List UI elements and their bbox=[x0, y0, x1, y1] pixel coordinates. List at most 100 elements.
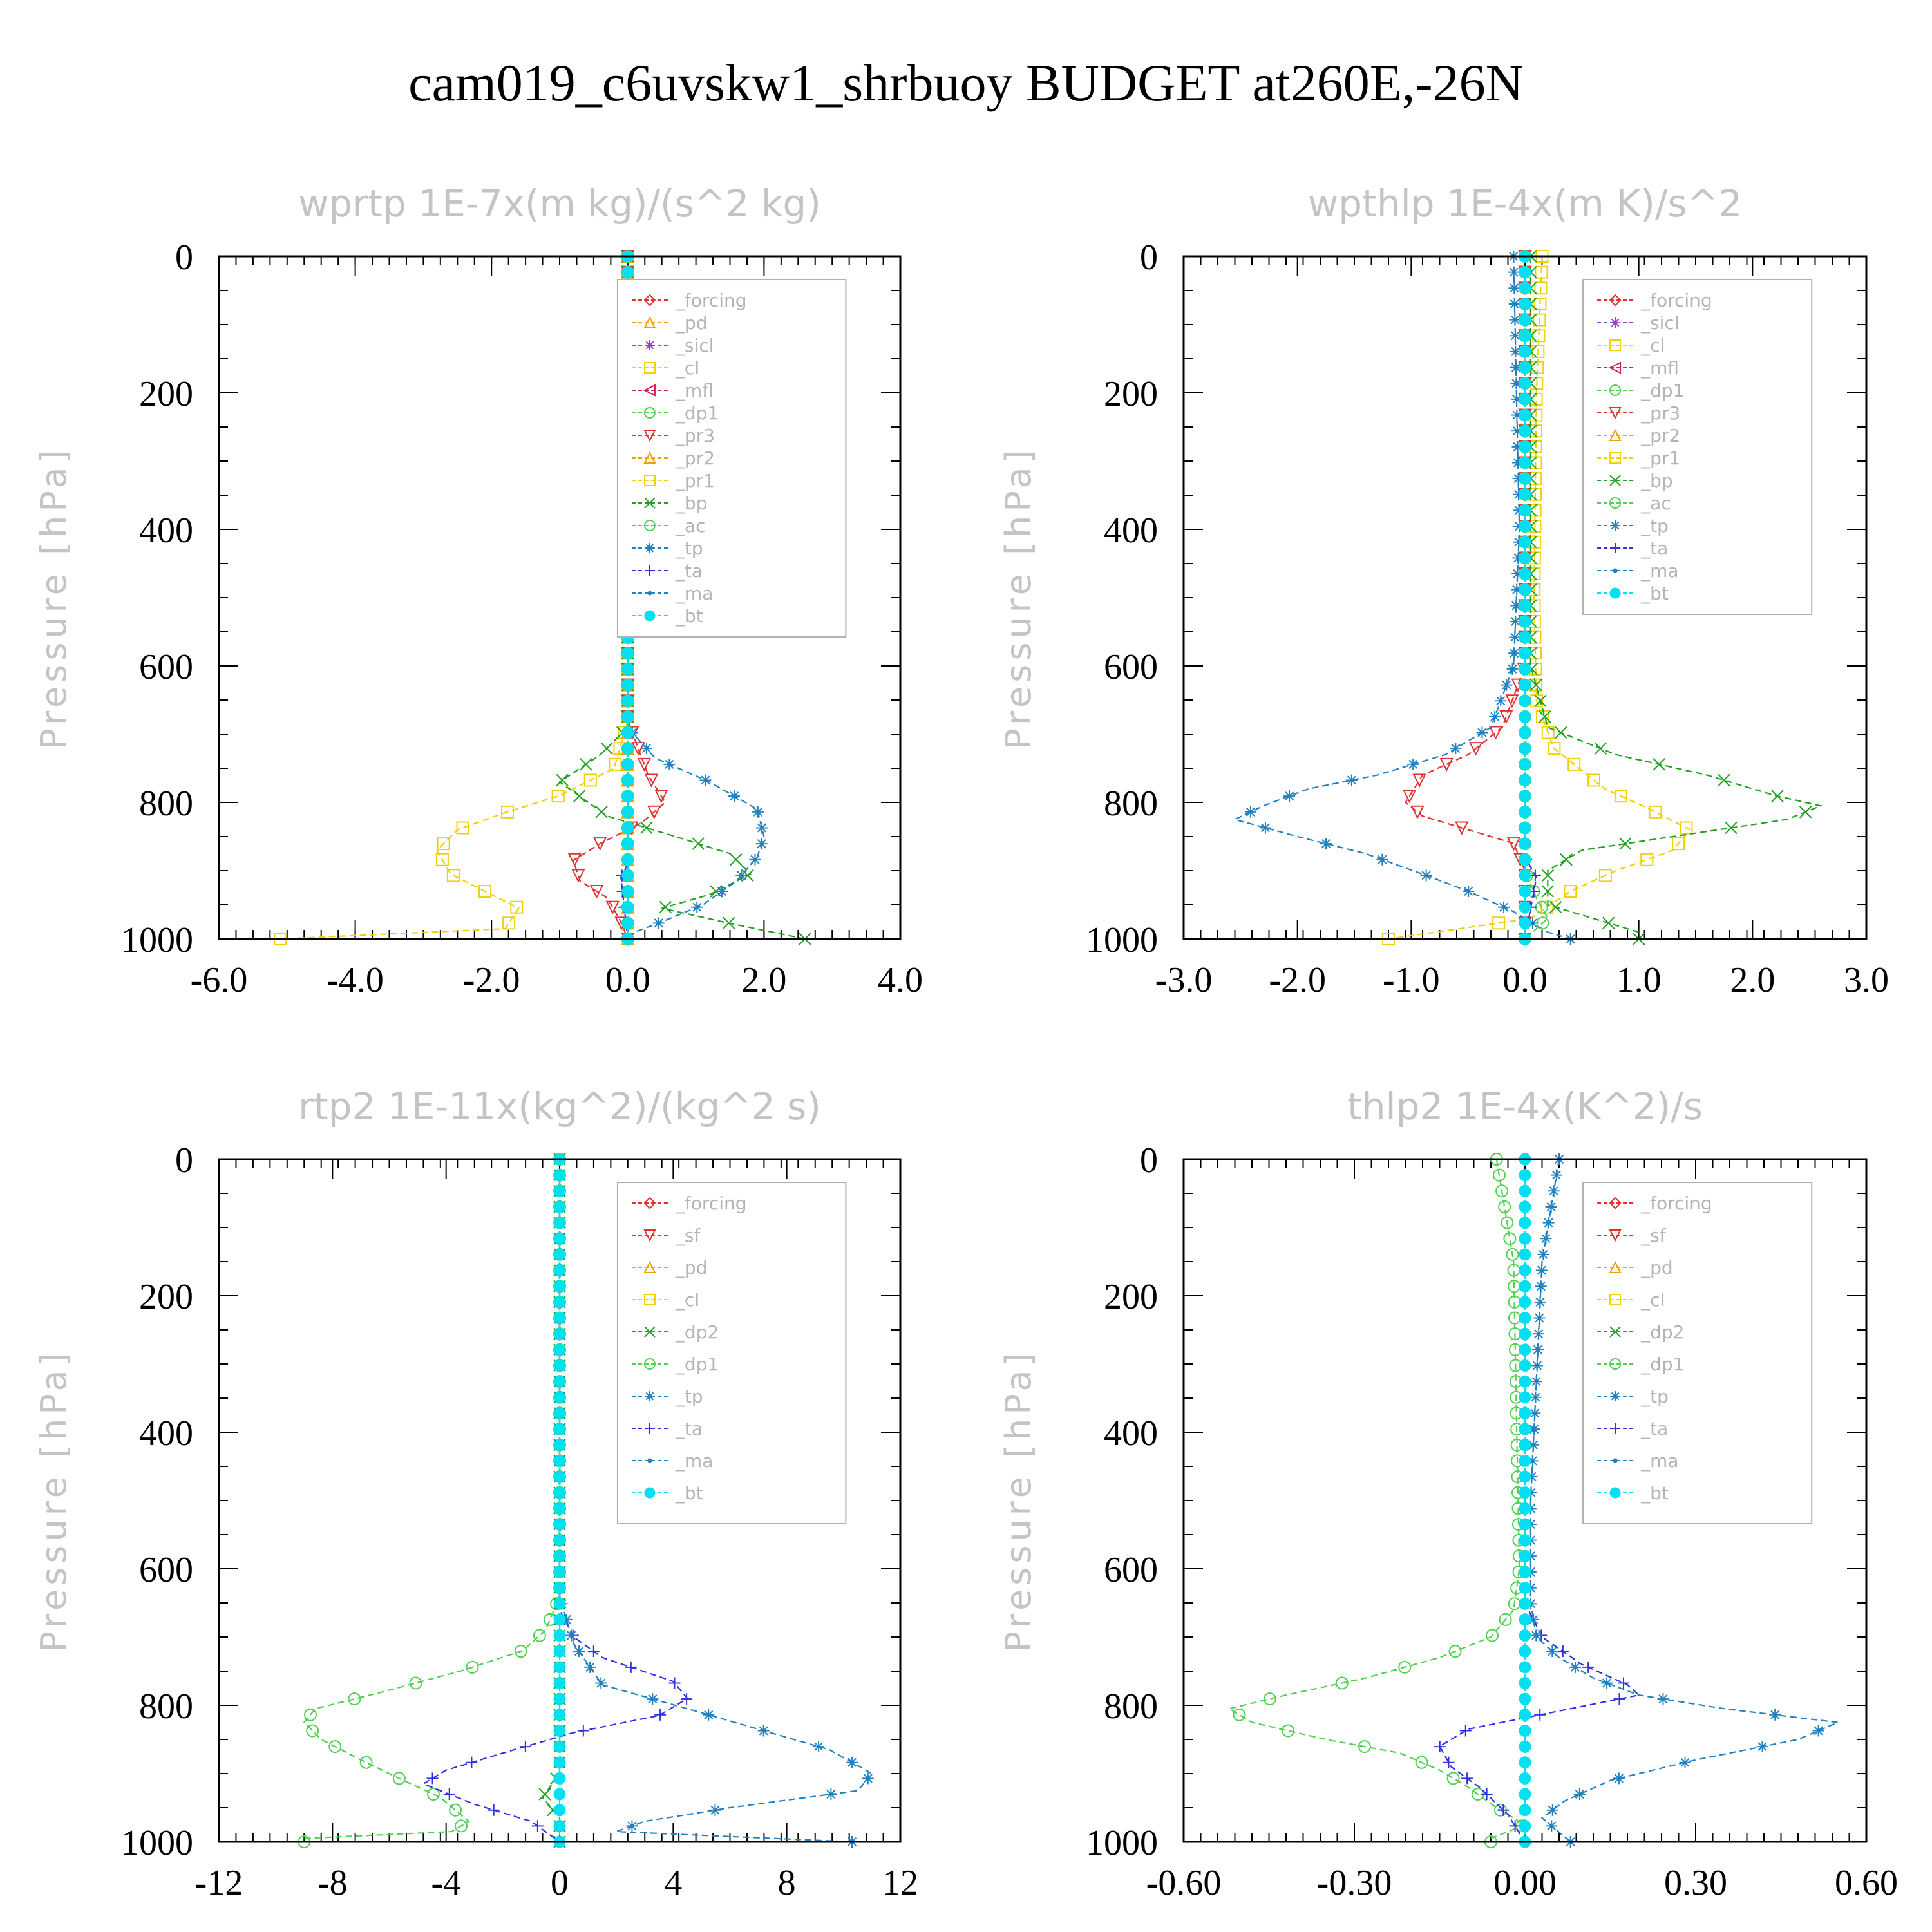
data-point bbox=[1519, 567, 1531, 580]
legend-label: _bp bbox=[675, 493, 708, 514]
data-point bbox=[1519, 1454, 1531, 1467]
data-point bbox=[538, 1788, 551, 1801]
series-line bbox=[572, 256, 667, 940]
plot-frame bbox=[218, 255, 902, 940]
data-point bbox=[1519, 647, 1531, 659]
legend-label: _dp1 bbox=[1640, 1354, 1684, 1375]
data-point bbox=[1617, 1677, 1629, 1689]
data-point bbox=[1519, 1756, 1531, 1769]
legend-label: _pr1 bbox=[1640, 448, 1680, 469]
data-point bbox=[1549, 900, 1562, 914]
data-point bbox=[553, 1248, 566, 1261]
data-point bbox=[1519, 1184, 1531, 1197]
data-point bbox=[466, 1660, 479, 1674]
data-point bbox=[1489, 710, 1501, 723]
legend-label: _ma bbox=[675, 1450, 713, 1472]
data-point bbox=[1519, 329, 1531, 342]
data-point bbox=[553, 1423, 566, 1435]
data-point bbox=[446, 869, 460, 882]
legend-box bbox=[616, 279, 847, 638]
data-point bbox=[1528, 1423, 1540, 1435]
panel-title: wpthlp 1E-4x(m K)/s^2 bbox=[1308, 182, 1742, 225]
legend-marker bbox=[1609, 1260, 1622, 1274]
x-tick-label: -6.0 bbox=[191, 960, 248, 1000]
data-point bbox=[1434, 1741, 1446, 1753]
y-tick-label: 1000 bbox=[1086, 1823, 1158, 1863]
data-point bbox=[1499, 710, 1513, 724]
y-tick-label: 800 bbox=[1104, 784, 1158, 824]
data-point bbox=[703, 1709, 715, 1721]
data-point bbox=[621, 806, 634, 819]
data-point bbox=[1455, 821, 1469, 835]
data-point bbox=[1519, 1312, 1531, 1325]
data-point bbox=[621, 647, 634, 659]
data-point bbox=[1519, 504, 1531, 516]
data-point bbox=[1469, 742, 1483, 756]
data-point bbox=[1519, 361, 1531, 374]
data-point bbox=[600, 742, 613, 755]
legend-label: _sf bbox=[1640, 1225, 1667, 1246]
data-point bbox=[1519, 821, 1531, 834]
data-point bbox=[478, 885, 492, 898]
x-tick-label: 0.00 bbox=[1493, 1863, 1557, 1903]
data-point bbox=[1488, 726, 1503, 740]
legend-label: _bt bbox=[675, 605, 703, 627]
data-point bbox=[359, 1756, 373, 1769]
data-point bbox=[1519, 663, 1531, 676]
data-point bbox=[1486, 1629, 1499, 1642]
series-line bbox=[421, 1159, 689, 1842]
legend-marker bbox=[643, 1229, 656, 1242]
data-point bbox=[560, 1613, 573, 1625]
data-point bbox=[1614, 790, 1627, 803]
data-point bbox=[1505, 694, 1519, 708]
data-point bbox=[1718, 773, 1730, 787]
x-tick-label: -4.0 bbox=[327, 960, 384, 1000]
data-point bbox=[348, 1692, 361, 1706]
x-tick-label: -3.0 bbox=[1155, 960, 1213, 1000]
x-tick-label: -1.0 bbox=[1383, 960, 1440, 1000]
x-tick-label: -8 bbox=[317, 1863, 348, 1903]
y-axis-label: Pressure [hPa] bbox=[33, 446, 74, 749]
data-point bbox=[752, 806, 764, 818]
legend-box bbox=[1582, 279, 1813, 616]
data-point bbox=[1534, 694, 1547, 707]
legend-marker bbox=[644, 565, 655, 576]
data-point bbox=[621, 837, 634, 850]
data-point bbox=[1519, 1804, 1531, 1817]
data-point bbox=[1679, 1756, 1691, 1768]
data-point bbox=[1519, 1724, 1531, 1737]
y-tick-label: 600 bbox=[139, 647, 193, 687]
data-point bbox=[1557, 1645, 1569, 1658]
data-point bbox=[1533, 297, 1547, 310]
legend-marker bbox=[644, 1487, 656, 1499]
data-point bbox=[392, 1772, 406, 1785]
data-point bbox=[1512, 552, 1524, 564]
legend-label: _pr2 bbox=[675, 448, 715, 469]
data-point bbox=[1531, 345, 1545, 358]
data-point bbox=[1601, 1677, 1613, 1689]
legend-box bbox=[1582, 1182, 1813, 1525]
data-point bbox=[1799, 806, 1812, 819]
legend-marker bbox=[643, 1294, 656, 1306]
legend-label: _bt bbox=[675, 1482, 703, 1504]
legend-marker bbox=[1609, 407, 1622, 420]
data-point bbox=[1512, 457, 1524, 469]
data-point bbox=[553, 1232, 566, 1245]
legend-label: _sicl bbox=[675, 335, 714, 356]
x-tick-label: 8 bbox=[778, 1863, 796, 1903]
data-point bbox=[1511, 409, 1523, 421]
data-point bbox=[553, 1709, 566, 1721]
x-tick-label: -2.0 bbox=[1269, 960, 1326, 1000]
data-point bbox=[1492, 916, 1506, 930]
panel-2: wpthlp 1E-4x(m K)/s^2 Pressure [hPa] -3.0 -… bbox=[998, 182, 1889, 1000]
data-point bbox=[449, 1803, 462, 1817]
data-point bbox=[1519, 1582, 1531, 1595]
data-point bbox=[1282, 1724, 1295, 1738]
data-point bbox=[621, 885, 634, 898]
legend-marker bbox=[643, 520, 656, 532]
x-tick-label: 0.0 bbox=[1502, 960, 1548, 1000]
data-point bbox=[1535, 265, 1548, 279]
legend-marker bbox=[643, 384, 656, 397]
data-point bbox=[1519, 1645, 1531, 1658]
legend-marker bbox=[1609, 1326, 1621, 1338]
